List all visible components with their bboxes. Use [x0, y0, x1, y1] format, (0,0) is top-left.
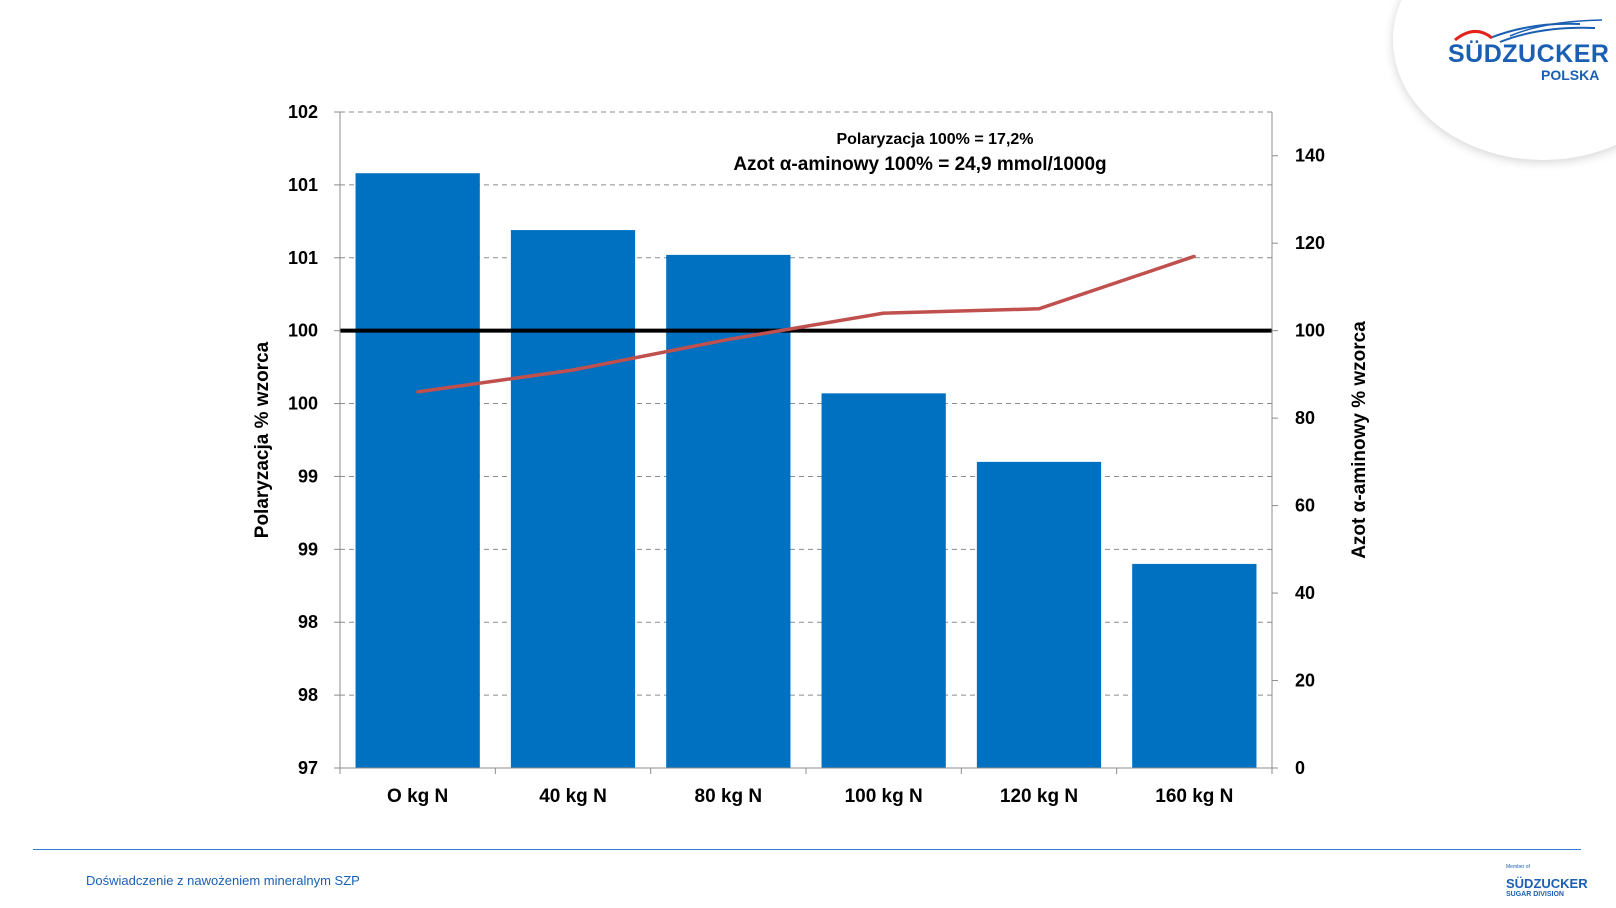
sudzucker-swoosh-icon — [1454, 19, 1603, 43]
bar — [1132, 563, 1257, 768]
line-point — [1037, 307, 1041, 311]
y-axis-left-label: Polaryzacja % wzorca — [252, 341, 273, 538]
line-point — [571, 368, 575, 372]
bar — [355, 173, 480, 768]
logo-brand: SÜDZUCKER — [1448, 40, 1610, 68]
left-tick-label: 102 — [288, 102, 318, 122]
left-tick-label: 97 — [298, 758, 318, 778]
line-point — [416, 390, 420, 394]
bar — [821, 393, 946, 768]
logo-sub: POLSKA — [1541, 67, 1600, 83]
left-tick-label: 101 — [288, 175, 318, 195]
footer-logo-member: Member of — [1506, 864, 1530, 870]
bar-series — [355, 173, 1257, 768]
annotation-line-1: Polaryzacja 100% = 17,2% — [836, 131, 1033, 148]
annotation-line-2: Azot α-aminowy 100% = 24,9 mmol/1000g — [733, 154, 1106, 175]
tick-labels: 97 98 98 99 99 100 100 101 101 102 0 20 40 60 80 100 120… — [288, 102, 1325, 807]
right-tick-label: 80 — [1295, 408, 1315, 428]
right-tick-label: 40 — [1295, 583, 1315, 603]
line-series — [416, 254, 1196, 394]
x-tick-label: 100 kg N — [845, 786, 923, 807]
right-tick-label: 60 — [1295, 496, 1315, 516]
right-tick-label: 0 — [1295, 758, 1305, 778]
left-tick-label: 100 — [288, 321, 318, 341]
x-tick-label: 80 kg N — [695, 786, 763, 807]
right-tick-label: 140 — [1295, 146, 1325, 166]
y-axis-right-label: Azot α-aminowy % wzorca — [1349, 321, 1370, 559]
axes — [334, 111, 1278, 774]
bar — [976, 461, 1102, 768]
x-tick-label: 40 kg N — [539, 786, 607, 807]
bar — [510, 230, 636, 768]
left-tick-label: 98 — [298, 685, 318, 705]
line-series-path — [417, 254, 1195, 394]
right-tick-label: 100 — [1295, 321, 1325, 341]
left-tick-label: 99 — [298, 466, 318, 486]
footer-logo-division: SUGAR DIVISION — [1506, 891, 1564, 898]
x-tick-label: O kg N — [387, 786, 448, 807]
footer-logo-brand: SÜDZUCKER — [1506, 876, 1588, 891]
left-tick-label: 101 — [288, 248, 318, 268]
left-tick-label: 100 — [288, 394, 318, 414]
x-tick-label: 120 kg N — [1000, 786, 1078, 807]
line-point — [726, 337, 730, 341]
x-tick-label: 160 kg N — [1155, 786, 1233, 807]
right-tick-label: 20 — [1295, 671, 1315, 691]
left-tick-label: 99 — [298, 539, 318, 559]
line-point — [1192, 254, 1196, 258]
left-tick-label: 98 — [298, 612, 318, 632]
footer-divider — [33, 849, 1581, 850]
line-point — [882, 311, 886, 315]
grid-lines — [340, 111, 1272, 696]
right-tick-label: 120 — [1295, 233, 1325, 253]
footer-caption: Doświadczenie z nawożeniem mineralnym SZ… — [86, 873, 360, 888]
